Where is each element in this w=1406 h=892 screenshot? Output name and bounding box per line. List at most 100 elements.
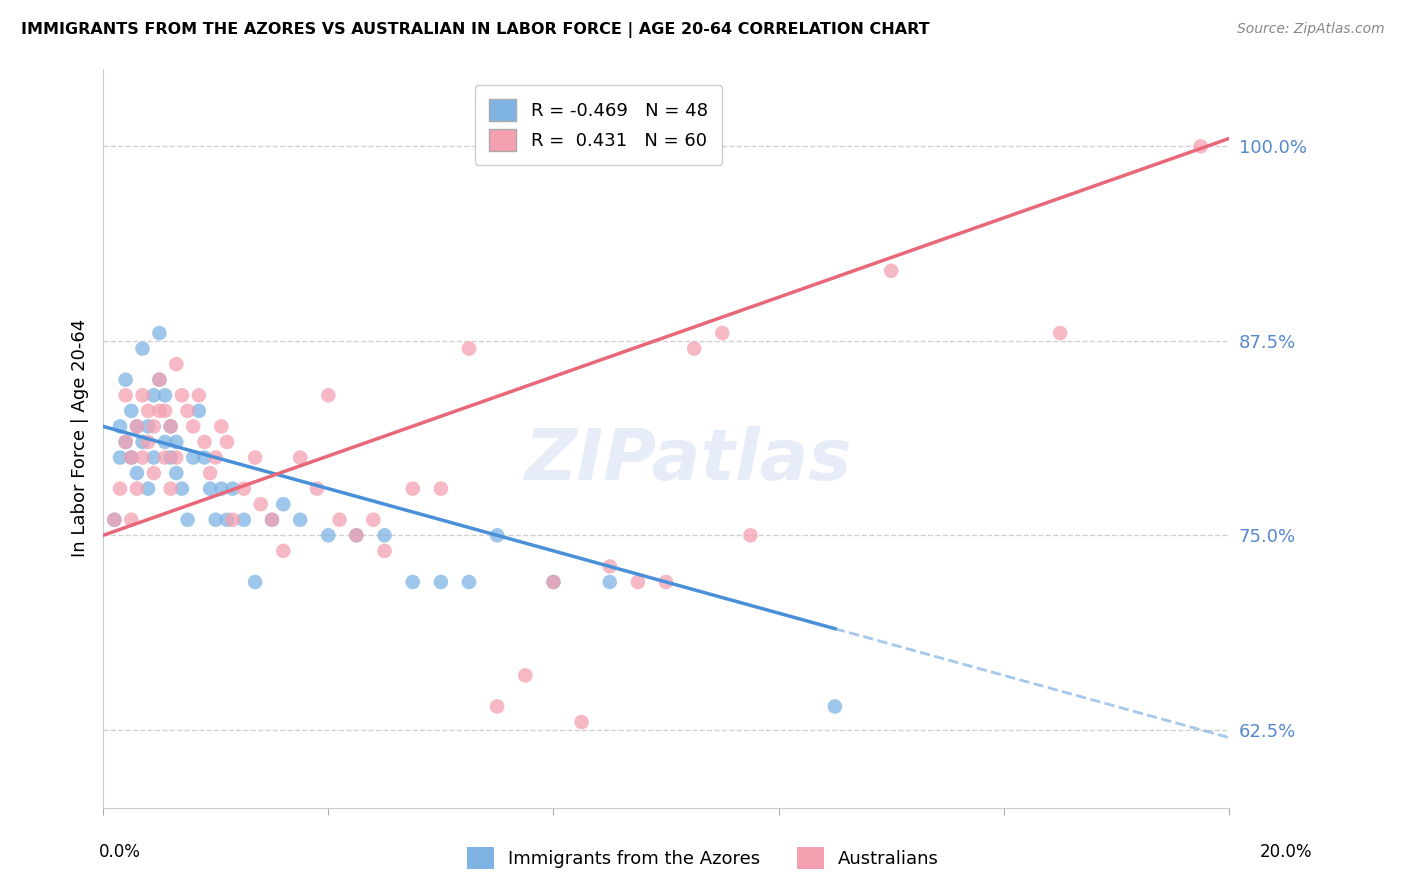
Point: [170, 482, 193, 496]
Point: [165, 450, 187, 465]
Point: [374, 528, 396, 542]
Point: [198, 466, 221, 480]
Point: [571, 714, 593, 729]
Point: [599, 559, 621, 574]
Point: [131, 342, 153, 356]
Point: [486, 528, 509, 542]
Point: [543, 574, 565, 589]
Point: [187, 388, 209, 402]
Point: [165, 357, 187, 371]
Point: [187, 404, 209, 418]
Point: [193, 450, 215, 465]
Point: [288, 450, 311, 465]
Point: [232, 482, 254, 496]
Point: [108, 450, 131, 465]
Point: [148, 373, 170, 387]
Point: [215, 434, 238, 449]
Point: [159, 419, 181, 434]
Point: [142, 419, 165, 434]
Point: [515, 668, 537, 682]
Point: [328, 513, 350, 527]
Point: [305, 482, 328, 496]
Point: [120, 404, 142, 418]
Point: [880, 264, 903, 278]
Point: [108, 419, 131, 434]
Point: [209, 482, 232, 496]
Point: [599, 574, 621, 589]
Point: [655, 574, 678, 589]
Point: [271, 544, 294, 558]
Point: [363, 513, 385, 527]
Point: [430, 574, 453, 589]
Point: [243, 450, 266, 465]
Point: [430, 482, 453, 496]
Point: [209, 419, 232, 434]
Point: [215, 513, 238, 527]
Point: [153, 404, 176, 418]
Point: [136, 434, 159, 449]
Point: [260, 513, 283, 527]
Text: 20.0%: 20.0%: [1260, 843, 1313, 861]
Point: [142, 388, 165, 402]
Point: [125, 466, 148, 480]
Point: [131, 450, 153, 465]
Point: [683, 342, 706, 356]
Point: [131, 434, 153, 449]
Point: [198, 482, 221, 496]
Point: [159, 482, 181, 496]
Point: [136, 482, 159, 496]
Point: [221, 513, 243, 527]
Point: [458, 574, 481, 589]
Point: [204, 513, 226, 527]
Point: [125, 419, 148, 434]
Text: 0.0%: 0.0%: [98, 843, 141, 861]
Point: [221, 482, 243, 496]
Text: IMMIGRANTS FROM THE AZORES VS AUSTRALIAN IN LABOR FORCE | AGE 20-64 CORRELATION : IMMIGRANTS FROM THE AZORES VS AUSTRALIAN…: [21, 22, 929, 38]
Point: [176, 404, 198, 418]
Point: [627, 574, 650, 589]
Point: [142, 466, 165, 480]
Y-axis label: In Labor Force | Age 20-64: In Labor Force | Age 20-64: [72, 319, 89, 558]
Legend: R = -0.469   N = 48, R =  0.431   N = 60: R = -0.469 N = 48, R = 0.431 N = 60: [475, 85, 723, 165]
Point: [108, 482, 131, 496]
Point: [316, 528, 339, 542]
Point: [125, 482, 148, 496]
Point: [120, 450, 142, 465]
Point: [165, 466, 187, 480]
Point: [193, 434, 215, 449]
Point: [458, 342, 481, 356]
Point: [148, 373, 170, 387]
Point: [120, 513, 142, 527]
Point: [346, 528, 368, 542]
Point: [204, 450, 226, 465]
Point: [148, 326, 170, 340]
Point: [148, 404, 170, 418]
Point: [136, 404, 159, 418]
Point: [181, 419, 204, 434]
Point: [260, 513, 283, 527]
Point: [136, 419, 159, 434]
Point: [131, 388, 153, 402]
Point: [153, 388, 176, 402]
Point: [114, 373, 136, 387]
Point: [249, 497, 271, 511]
Point: [1189, 139, 1212, 153]
Text: Source: ZipAtlas.com: Source: ZipAtlas.com: [1237, 22, 1385, 37]
Point: [165, 434, 187, 449]
Point: [159, 419, 181, 434]
Point: [170, 388, 193, 402]
Point: [824, 699, 846, 714]
Point: [120, 450, 142, 465]
Point: [125, 419, 148, 434]
Point: [288, 513, 311, 527]
Point: [103, 513, 125, 527]
Point: [346, 528, 368, 542]
Point: [711, 326, 734, 340]
Point: [402, 574, 425, 589]
Point: [114, 434, 136, 449]
Point: [153, 434, 176, 449]
Point: [232, 513, 254, 527]
Point: [103, 513, 125, 527]
Point: [1049, 326, 1071, 340]
Point: [243, 574, 266, 589]
